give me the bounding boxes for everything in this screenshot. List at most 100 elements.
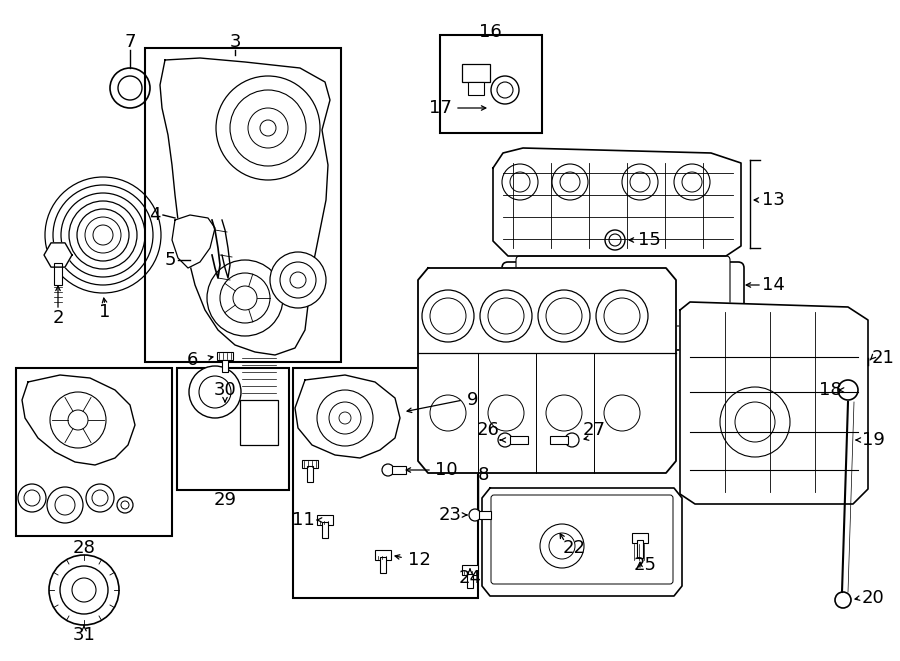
Circle shape (540, 524, 584, 568)
Text: 13: 13 (762, 191, 785, 209)
Circle shape (546, 298, 582, 334)
Circle shape (382, 464, 394, 476)
Circle shape (502, 164, 538, 200)
Text: 27: 27 (582, 421, 606, 439)
FancyBboxPatch shape (502, 262, 744, 350)
Text: 3: 3 (230, 33, 241, 51)
FancyBboxPatch shape (491, 495, 673, 584)
Text: 17: 17 (429, 99, 452, 117)
Text: 1: 1 (99, 303, 111, 321)
Polygon shape (172, 215, 215, 268)
Text: 12: 12 (408, 551, 431, 569)
Text: 20: 20 (862, 589, 885, 607)
Circle shape (50, 392, 106, 448)
Circle shape (491, 76, 519, 104)
Circle shape (72, 578, 96, 602)
Text: 8: 8 (478, 466, 490, 484)
Circle shape (735, 402, 775, 442)
FancyBboxPatch shape (516, 256, 730, 326)
Bar (307, 466, 313, 482)
Circle shape (117, 497, 133, 513)
Text: 5: 5 (164, 251, 176, 269)
Bar (177, 368, 289, 490)
Bar (467, 574, 473, 588)
Polygon shape (680, 302, 868, 504)
Circle shape (546, 395, 582, 431)
Circle shape (560, 172, 580, 192)
Text: 10: 10 (435, 461, 457, 479)
Circle shape (609, 234, 621, 246)
Circle shape (604, 395, 640, 431)
Circle shape (630, 172, 650, 192)
Bar (392, 466, 406, 474)
Circle shape (230, 90, 306, 166)
Circle shape (199, 376, 231, 408)
Circle shape (189, 366, 241, 418)
Circle shape (86, 484, 114, 512)
Text: 28: 28 (73, 539, 95, 557)
Text: 15: 15 (638, 231, 661, 249)
Bar (54, 263, 62, 285)
Circle shape (497, 82, 513, 98)
Bar (222, 360, 228, 372)
Bar (462, 64, 490, 82)
Circle shape (207, 260, 283, 336)
Polygon shape (482, 488, 682, 596)
Text: 14: 14 (762, 276, 785, 294)
Bar (440, 35, 542, 133)
Circle shape (604, 298, 640, 334)
Bar (632, 533, 648, 543)
Circle shape (469, 509, 481, 521)
Bar (322, 522, 328, 538)
Circle shape (280, 262, 316, 298)
Bar (217, 352, 233, 360)
Circle shape (422, 290, 474, 342)
Circle shape (47, 487, 83, 523)
Text: 18: 18 (819, 381, 842, 399)
Circle shape (68, 410, 88, 430)
Bar (145, 48, 341, 362)
Polygon shape (44, 243, 72, 267)
Bar (550, 436, 568, 444)
Circle shape (121, 501, 129, 509)
Text: 16: 16 (479, 23, 501, 41)
Polygon shape (295, 375, 400, 458)
Circle shape (835, 592, 851, 608)
Circle shape (430, 298, 466, 334)
Bar (293, 368, 478, 598)
Text: 29: 29 (213, 491, 237, 509)
Bar (479, 511, 491, 519)
Circle shape (60, 566, 108, 614)
Polygon shape (160, 58, 330, 355)
Polygon shape (22, 375, 135, 465)
Text: 7: 7 (124, 33, 136, 51)
Circle shape (270, 252, 326, 308)
Circle shape (329, 402, 361, 434)
Bar (637, 540, 643, 558)
Circle shape (549, 533, 575, 559)
Bar (510, 436, 528, 444)
Text: 22: 22 (562, 539, 586, 557)
Circle shape (605, 230, 625, 250)
Circle shape (92, 490, 108, 506)
Bar (468, 82, 484, 95)
Circle shape (498, 433, 512, 447)
Circle shape (317, 390, 373, 446)
Circle shape (49, 555, 119, 625)
Circle shape (674, 164, 710, 200)
Text: 21: 21 (872, 349, 895, 367)
Circle shape (339, 412, 351, 424)
Circle shape (290, 272, 306, 288)
Text: 26: 26 (477, 421, 500, 439)
Circle shape (565, 433, 579, 447)
Circle shape (622, 164, 658, 200)
Circle shape (430, 395, 466, 431)
Circle shape (216, 76, 320, 180)
Text: 24: 24 (458, 569, 482, 587)
Circle shape (18, 484, 46, 512)
Bar (380, 557, 386, 573)
Circle shape (24, 490, 40, 506)
Circle shape (260, 120, 276, 136)
Text: 30: 30 (213, 381, 237, 399)
Circle shape (510, 172, 530, 192)
